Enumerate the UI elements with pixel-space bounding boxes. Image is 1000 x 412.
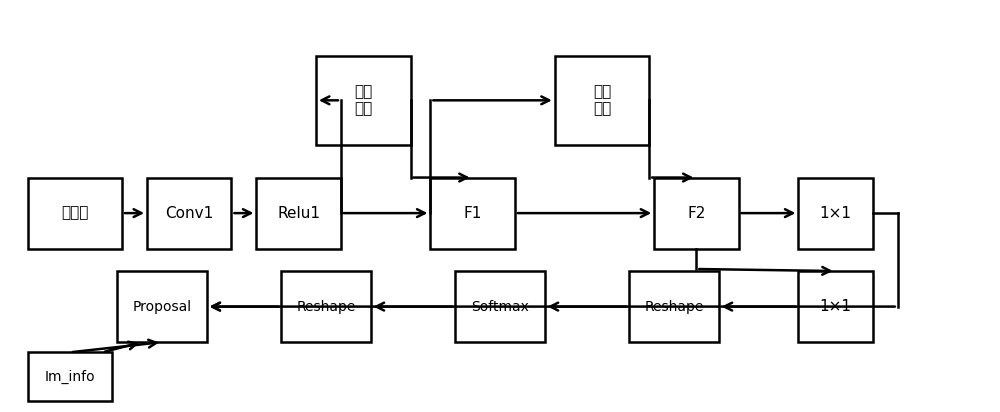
Text: 特征图: 特征图 [61,206,89,220]
Text: Softmax: Softmax [471,300,529,314]
FancyBboxPatch shape [147,178,231,249]
FancyBboxPatch shape [455,271,545,342]
FancyBboxPatch shape [281,271,371,342]
Text: Im_info: Im_info [45,370,95,384]
FancyBboxPatch shape [316,56,411,145]
Text: Conv1: Conv1 [165,206,213,220]
Text: Proposal: Proposal [132,300,191,314]
Text: F1: F1 [463,206,482,220]
FancyBboxPatch shape [555,56,649,145]
Text: 空间
注意: 空间 注意 [593,84,611,117]
FancyBboxPatch shape [629,271,719,342]
Text: 通道
注意: 通道 注意 [354,84,372,117]
Text: 1×1: 1×1 [820,299,852,314]
FancyBboxPatch shape [28,178,122,249]
FancyBboxPatch shape [798,271,873,342]
FancyBboxPatch shape [28,352,112,401]
FancyBboxPatch shape [256,178,341,249]
FancyBboxPatch shape [117,271,207,342]
FancyBboxPatch shape [654,178,739,249]
Text: Relu1: Relu1 [277,206,320,220]
Text: F2: F2 [687,206,706,220]
Text: 1×1: 1×1 [820,206,852,220]
Text: Reshape: Reshape [644,300,704,314]
FancyBboxPatch shape [798,178,873,249]
Text: Reshape: Reshape [296,300,356,314]
FancyBboxPatch shape [430,178,515,249]
